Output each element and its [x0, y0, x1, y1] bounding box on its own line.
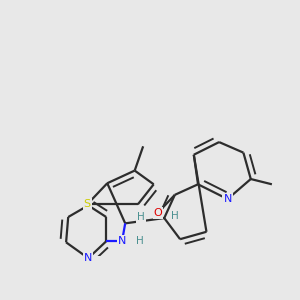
Text: S: S [84, 200, 91, 209]
Text: H: H [137, 212, 145, 222]
Text: O: O [154, 208, 162, 218]
Text: H: H [172, 211, 179, 221]
Text: N: N [84, 253, 92, 263]
Text: H: H [136, 236, 143, 246]
Text: N: N [224, 194, 232, 204]
Text: N: N [118, 236, 126, 246]
